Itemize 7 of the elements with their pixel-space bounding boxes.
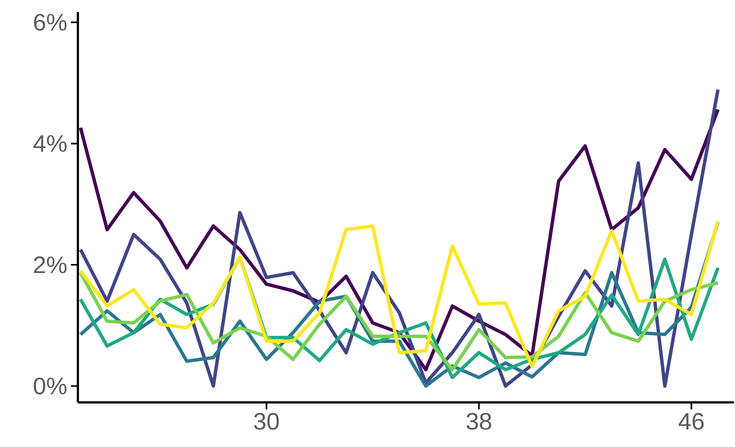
x-tick-label: 46 [678,412,704,430]
x-tick-label: 30 [254,412,279,430]
y-tick-label: 6% [34,14,67,31]
y-tick-label: 4% [33,135,67,152]
y-tick-label: 0% [34,377,67,394]
x-tick-label: 38 [466,412,492,430]
y-tick-label: 2% [34,256,67,274]
